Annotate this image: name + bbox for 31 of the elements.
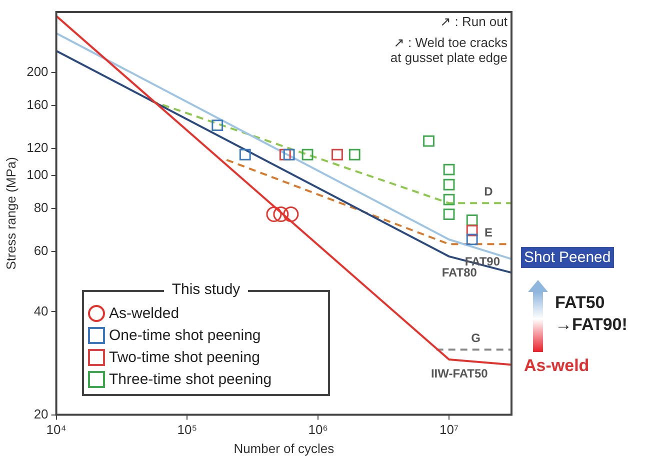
text: →FAT90! <box>555 314 628 336</box>
y-tick-label: 120 <box>26 140 48 155</box>
x-tick-label: 10⁴ <box>46 422 66 438</box>
annotation: FAT80 <box>442 265 478 280</box>
text: Shot Peened <box>521 247 614 268</box>
y-tick-label: 60 <box>34 242 48 258</box>
legend-label: Three-time shot peening <box>109 370 272 388</box>
legend-label: As-welded <box>109 304 180 322</box>
y-tick-label: 40 <box>34 303 48 318</box>
y-tick-label: 80 <box>34 200 48 216</box>
y-tick-label: 20 <box>34 406 48 422</box>
annotation: at gusset plate edge <box>390 50 508 66</box>
legend-label: Two-time shot peening <box>109 348 260 366</box>
annotation: ↗ : Weld toe cracks <box>393 35 508 50</box>
x-tick-label: 10⁷ <box>439 422 459 438</box>
x-tick-label: 10⁶ <box>308 422 328 438</box>
text: FAT50 <box>555 292 606 314</box>
annotation: D <box>484 184 494 198</box>
y-tick-label: 200 <box>26 64 48 79</box>
legend-title: This study <box>164 281 248 298</box>
annotation: ↗ : Run out <box>440 14 508 30</box>
y-axis-title: Stress range (MPa) <box>3 157 18 270</box>
annotation: G <box>471 330 480 345</box>
annotation: IIW-FAT50 <box>430 366 488 380</box>
legend-label: One-time shot peening <box>109 326 261 344</box>
x-tick-label: 10⁵ <box>177 422 198 438</box>
annotation: E <box>484 225 492 240</box>
text: As-weld <box>524 356 590 376</box>
y-tick-label: 100 <box>26 166 48 182</box>
x-axis-title: Number of cycles <box>234 440 335 456</box>
y-tick-label: 160 <box>26 97 48 112</box>
